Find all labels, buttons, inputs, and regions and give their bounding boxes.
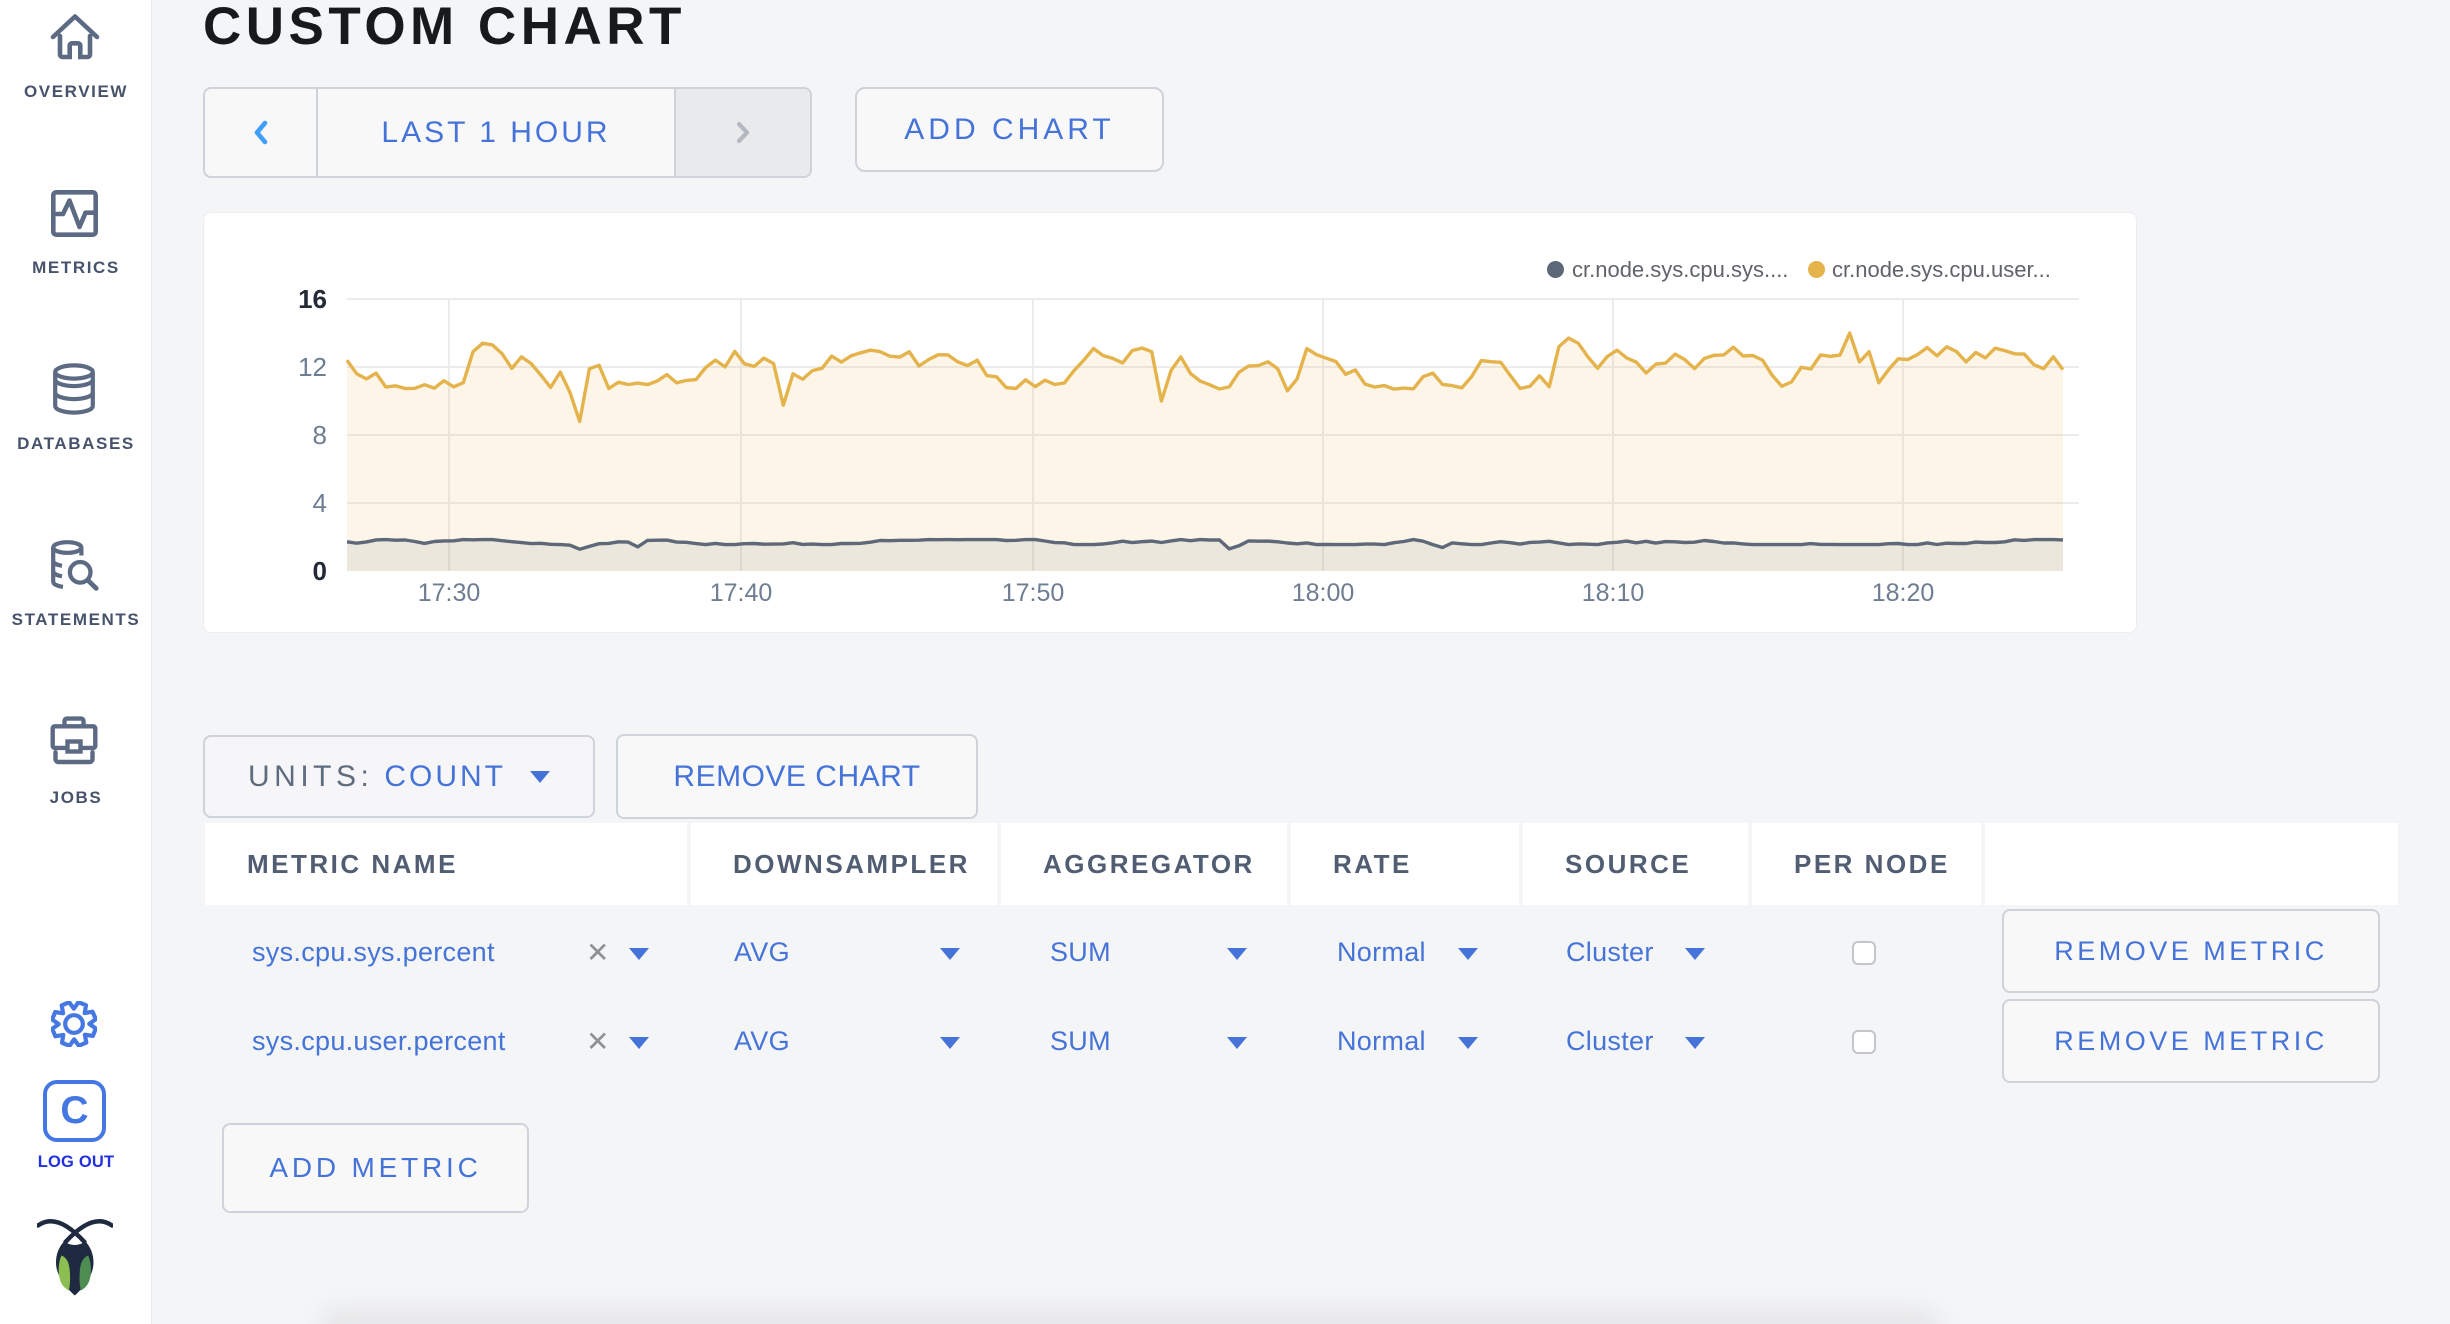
svg-text:18:10: 18:10 — [1582, 579, 1645, 607]
svg-text:0: 0 — [313, 556, 327, 586]
svg-text:4: 4 — [313, 488, 327, 518]
svg-text:16: 16 — [298, 284, 327, 314]
svg-text:8: 8 — [313, 420, 327, 450]
svg-text:12: 12 — [298, 352, 327, 382]
svg-text:17:30: 17:30 — [418, 579, 481, 607]
svg-text:18:00: 18:00 — [1292, 579, 1355, 607]
svg-text:18:20: 18:20 — [1872, 579, 1935, 607]
svg-text:17:40: 17:40 — [710, 579, 773, 607]
svg-text:17:50: 17:50 — [1002, 579, 1065, 607]
